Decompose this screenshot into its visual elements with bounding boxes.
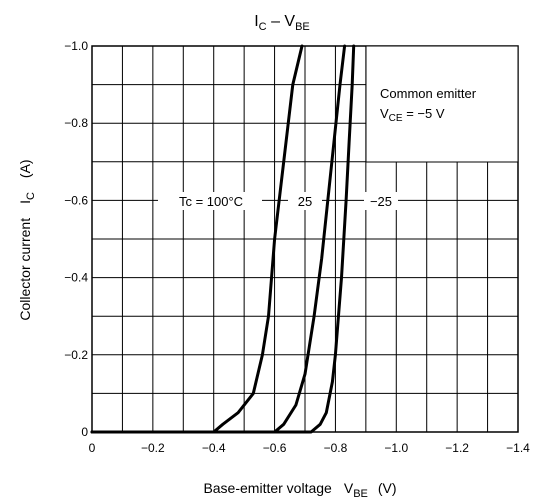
x-tick-label: −1.2 bbox=[445, 441, 469, 455]
curve-minus25c bbox=[90, 44, 356, 434]
x-tick-label: −0.4 bbox=[202, 441, 226, 455]
x-tick-label: −0.2 bbox=[141, 441, 165, 455]
y-tick-label: −1.0 bbox=[64, 39, 88, 53]
x-tick-label: −0.6 bbox=[263, 441, 287, 455]
y-tick-label: 0 bbox=[81, 425, 88, 439]
curve-label-minus25c: −25 bbox=[370, 194, 392, 209]
curve-100c bbox=[90, 44, 304, 434]
y-tick-labels: 0 −0.2 −0.4 −0.6 −0.8 −1.0 bbox=[64, 39, 88, 439]
curve-labels: Tc = 100°C 25 −25 bbox=[158, 192, 398, 210]
x-tick-label: −0.8 bbox=[324, 441, 348, 455]
y-tick-label: −0.4 bbox=[64, 271, 88, 285]
curve-25c bbox=[90, 44, 347, 434]
curves bbox=[90, 44, 356, 434]
annotation-box: Common emitter VCE = −5 V bbox=[365, 45, 519, 163]
y-axis-label: Collector currentIC(A) bbox=[17, 159, 37, 320]
curve-label-100c: Tc = 100°C bbox=[179, 194, 243, 209]
x-axis-label: Base-emitter voltage VBE (V) bbox=[203, 480, 396, 500]
x-tick-labels: 0 −0.2 −0.4 −0.6 −0.8 −1.0 −1.2 −1.4 bbox=[89, 441, 531, 455]
annotation-line-1: Common emitter bbox=[380, 86, 477, 101]
y-tick-label: −0.2 bbox=[64, 348, 88, 362]
x-tick-label: −1.4 bbox=[506, 441, 530, 455]
chart-title: IC – VBE bbox=[254, 13, 310, 33]
x-tick-label: 0 bbox=[89, 441, 96, 455]
curve-label-25c: 25 bbox=[298, 194, 312, 209]
y-tick-label: −0.8 bbox=[64, 116, 88, 130]
x-tick-label: −1.0 bbox=[384, 441, 408, 455]
annotation-line-2: VCE = −5 V bbox=[380, 106, 445, 124]
y-tick-label: −0.6 bbox=[64, 193, 88, 207]
